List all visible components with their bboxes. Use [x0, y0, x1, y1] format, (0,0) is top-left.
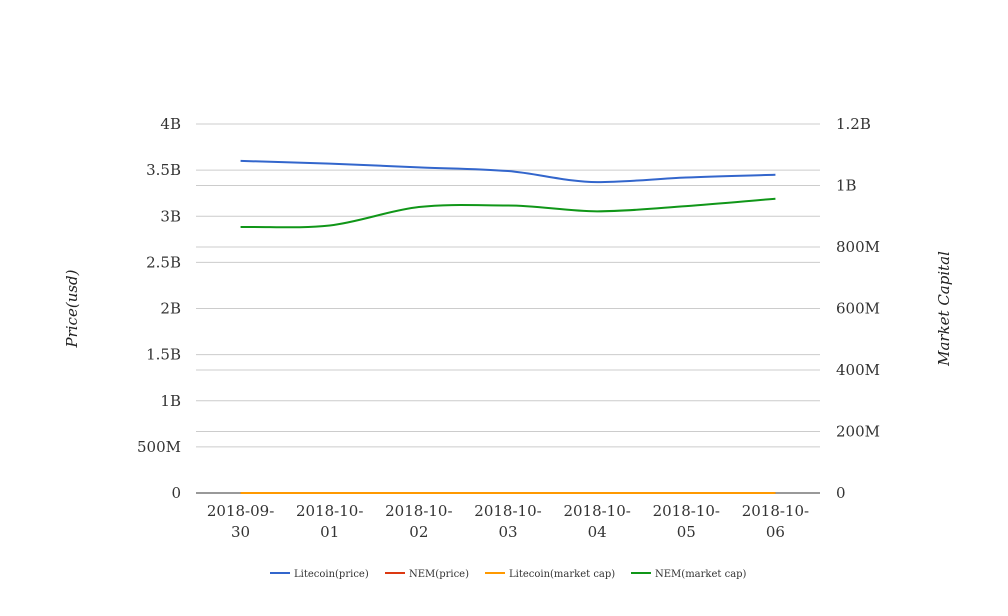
left-tick-label: 3.5B — [146, 161, 181, 179]
x-tick-label: 2018-10-03 — [474, 502, 541, 541]
x-tick-label: 2018-10-05 — [653, 502, 720, 541]
legend-item-nem-price[interactable]: NEM(price) — [385, 569, 469, 580]
right-tick-label: 400M — [836, 361, 880, 379]
x-tick-label: 2018-10-04 — [563, 502, 630, 541]
right-tick-label: 800M — [836, 238, 880, 256]
x-tick-label: 2018-09-30 — [207, 502, 274, 541]
right-axis-ticks: 0 200M 400M 600M 800M 1B 1.2B — [836, 115, 880, 502]
x-tick-label: 2018-10-01 — [296, 502, 363, 541]
left-axis-title: Price(usd) — [63, 269, 81, 348]
series-line-nem-market-cap — [240, 197, 776, 229]
legend-label: Litecoin(market cap) — [509, 569, 615, 580]
left-tick-label: 1B — [160, 392, 181, 410]
x-axis-ticks: 2018-09-30 2018-10-01 2018-10-02 2018-10-03… — [207, 502, 809, 541]
legend-item-litecoin-market-cap[interactable]: Litecoin(market cap) — [485, 569, 615, 580]
x-tick-label: 2018-10-02 — [385, 502, 452, 541]
legend-item-nem-market-cap[interactable]: NEM(market cap) — [631, 569, 747, 580]
left-tick-label: 2B — [160, 300, 181, 318]
x-tick-label: 2018-10-06 — [742, 502, 809, 541]
legend-label: NEM(price) — [409, 569, 469, 580]
legend-item-litecoin-price[interactable]: Litecoin(price) — [270, 569, 369, 580]
right-tick-label: 1.2B — [836, 115, 871, 133]
legend-label: NEM(market cap) — [655, 569, 747, 580]
left-tick-label: 500M — [137, 438, 181, 456]
left-tick-label: 3B — [160, 207, 181, 225]
series-lines — [240, 159, 776, 495]
left-tick-label: 2.5B — [146, 253, 181, 271]
left-tick-label: 0 — [171, 484, 181, 502]
right-tick-label: 200M — [836, 423, 880, 441]
legend[interactable]: Litecoin(price) NEM(price) Litecoin(market… — [270, 569, 747, 580]
right-tick-label: 1B — [836, 177, 857, 195]
right-tick-label: 600M — [836, 300, 880, 318]
gridlines — [196, 123, 820, 448]
series-line-litecoin-price — [240, 159, 776, 184]
left-axis-ticks: 0 500M 1B 1.5B 2B 2.5B 3B 3.5B 4B — [137, 115, 181, 502]
left-tick-label: 1.5B — [146, 346, 181, 364]
left-tick-label: 4B — [160, 115, 181, 133]
right-axis-title: Market Capital — [935, 251, 953, 367]
right-tick-label: 0 — [836, 484, 846, 502]
legend-label: Litecoin(price) — [294, 569, 369, 580]
